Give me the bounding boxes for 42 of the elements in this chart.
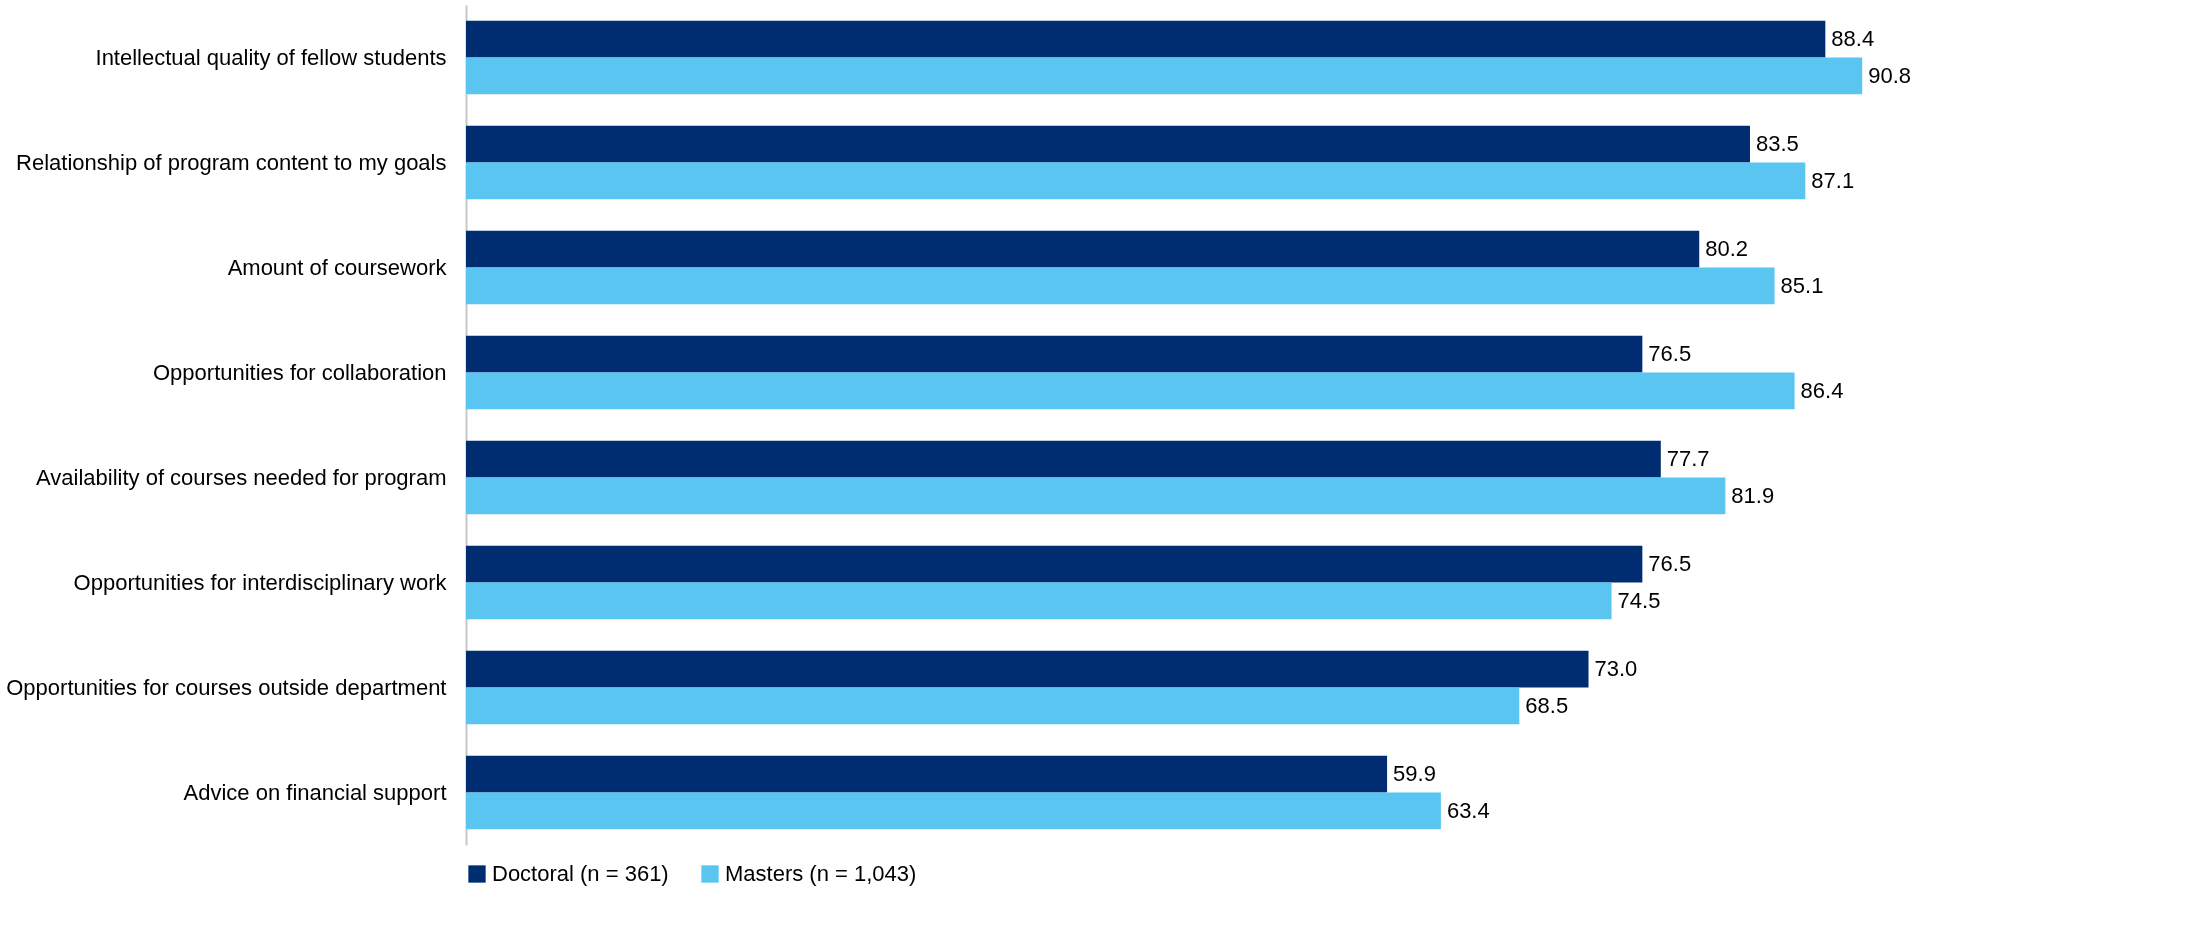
bar — [466, 582, 1612, 620]
bar — [466, 20, 1826, 58]
data-label: 85.1 — [1780, 272, 1824, 298]
data-label: 76.5 — [1648, 551, 1692, 577]
data-label: 81.9 — [1731, 482, 1775, 508]
bar — [466, 650, 1589, 688]
y-tick-label: Relationship of program content to my goals — [16, 149, 447, 175]
data-label: 83.5 — [1755, 131, 1799, 157]
bar — [466, 372, 1795, 410]
data-label: 88.4 — [1831, 26, 1875, 52]
bar — [466, 545, 1643, 583]
y-tick-label: Amount of coursework — [227, 254, 448, 280]
y-tick-label: Availability of courses needed for program — [36, 464, 447, 490]
data-label: 74.5 — [1617, 587, 1661, 613]
data-label: 73.0 — [1594, 656, 1638, 682]
bar — [466, 57, 1863, 95]
bar — [466, 162, 1806, 200]
data-label: 77.7 — [1666, 446, 1710, 472]
bar — [466, 125, 1750, 163]
y-tick-label: Advice on financial support — [183, 779, 447, 805]
y-tick-label: Opportunities for collaboration — [153, 359, 447, 385]
data-label: 68.5 — [1525, 692, 1569, 718]
bar — [466, 477, 1726, 515]
data-label: 80.2 — [1705, 236, 1749, 262]
data-label: 86.4 — [1800, 377, 1844, 403]
data-label: 87.1 — [1811, 167, 1855, 193]
bar — [466, 687, 1520, 725]
bar — [466, 440, 1661, 478]
bar — [466, 792, 1441, 830]
bar — [466, 335, 1643, 373]
y-tick-label: Opportunities for courses outside department — [6, 674, 447, 700]
bar — [466, 230, 1700, 268]
data-label: 59.9 — [1393, 761, 1436, 787]
bar — [466, 267, 1775, 305]
y-tick-label: Intellectual quality of fellow students — [95, 44, 447, 70]
legend-label: Masters (n = 1,043) — [725, 861, 917, 886]
bar — [466, 755, 1388, 793]
data-label: 90.8 — [1868, 62, 1912, 88]
data-label: 63.4 — [1446, 797, 1490, 823]
y-tick-label: Opportunities for interdisciplinary work — [73, 569, 448, 595]
legend-label: Doctoral (n = 361) — [492, 861, 669, 886]
data-label: 76.5 — [1648, 341, 1692, 367]
